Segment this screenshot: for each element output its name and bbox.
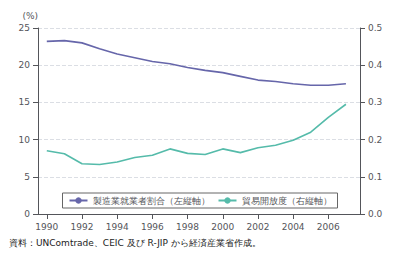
- svg-text:0.5: 0.5: [368, 23, 382, 33]
- svg-text:20: 20: [19, 60, 31, 70]
- svg-text:0.4: 0.4: [368, 60, 383, 70]
- svg-text:2000: 2000: [211, 222, 234, 232]
- svg-text:5: 5: [24, 172, 30, 182]
- svg-text:貿易開放度（右縦軸）: 貿易開放度（右縦軸）: [242, 196, 332, 206]
- svg-text:2004: 2004: [282, 222, 305, 232]
- svg-text:0.2: 0.2: [368, 135, 382, 145]
- svg-text:1990: 1990: [35, 222, 58, 232]
- svg-text:15: 15: [19, 97, 30, 107]
- svg-text:製造業就業者割合（左縦軸）: 製造業就業者割合（左縦軸）: [93, 196, 210, 206]
- svg-text:10: 10: [19, 135, 31, 145]
- svg-text:1996: 1996: [141, 222, 164, 232]
- svg-text:資料：UNComtrade、CEIC 及び R-JIP から: 資料：UNComtrade、CEIC 及び R-JIP から経済産業省作成。: [9, 238, 261, 248]
- svg-text:2002: 2002: [246, 222, 269, 232]
- svg-text:1992: 1992: [71, 222, 94, 232]
- svg-text:0.3: 0.3: [368, 97, 382, 107]
- svg-text:2006: 2006: [317, 222, 340, 232]
- svg-text:0: 0: [24, 209, 30, 219]
- svg-text:0.0: 0.0: [368, 209, 383, 219]
- svg-text:1994: 1994: [106, 222, 129, 232]
- svg-text:25: 25: [19, 23, 30, 33]
- svg-text:1998: 1998: [176, 222, 199, 232]
- svg-text:(%): (%): [22, 11, 38, 21]
- svg-text:0.1: 0.1: [368, 172, 382, 182]
